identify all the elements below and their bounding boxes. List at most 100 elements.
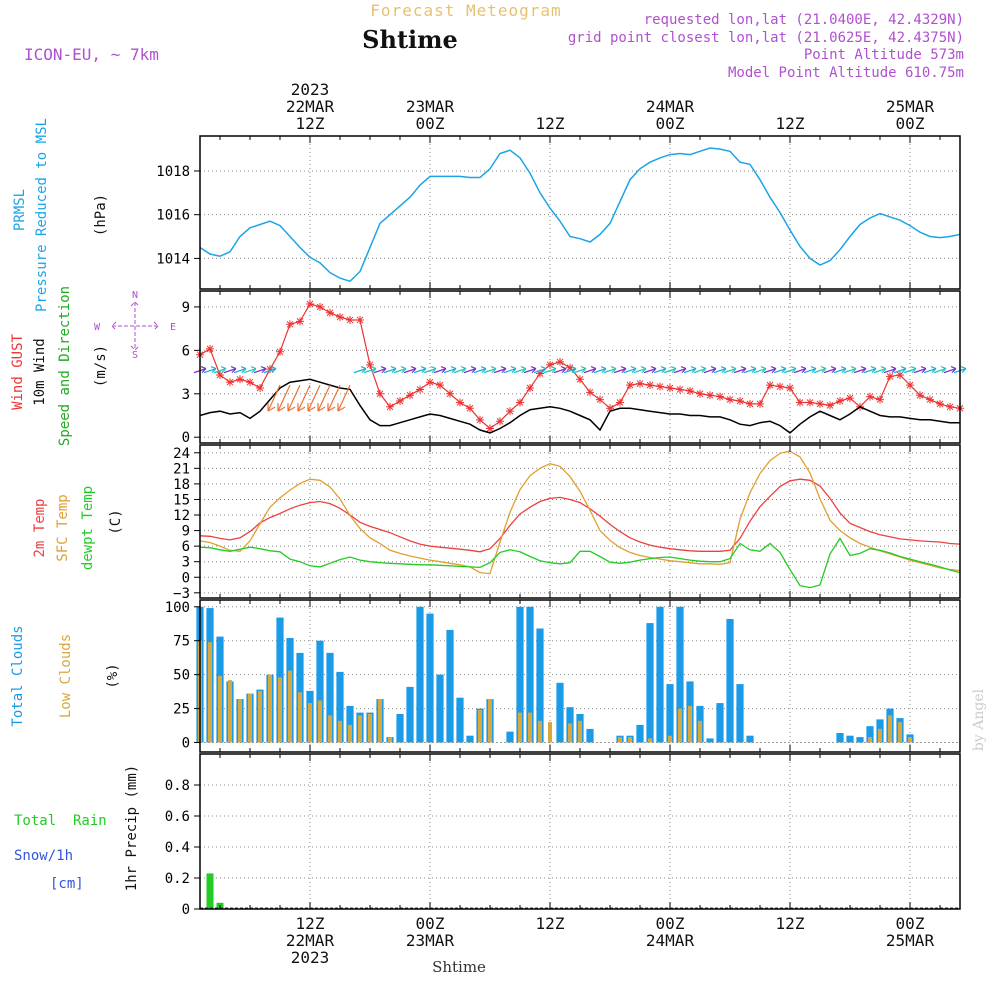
wind-arrow-icon: [307, 384, 321, 412]
ytick-label: 0.8: [165, 778, 190, 794]
point-altitude: Point Altitude 573m: [804, 47, 964, 63]
top-time-label: 23MAR: [406, 97, 455, 116]
wind-arrow-icon: [693, 366, 707, 374]
low-cloud-bar: [348, 724, 352, 743]
gust-marker: [866, 392, 874, 401]
celsius-unit-label: (C): [108, 509, 124, 534]
bottom-time-label: 00Z: [656, 914, 685, 933]
bottom-time-label: 12Z: [296, 914, 325, 933]
total-cloud-bar: [846, 735, 854, 743]
prmsl-label: PRMSL: [12, 189, 28, 231]
wind-arrow-icon: [353, 366, 367, 374]
total-cloud-bar: [396, 714, 404, 743]
low-cloud-bar: [258, 690, 262, 743]
total-cloud-bar: [416, 606, 424, 743]
grid-layer: [200, 136, 960, 910]
wind-arrow-icon: [783, 366, 797, 374]
compass-e: E: [170, 322, 176, 333]
total-cloud-bar: [586, 728, 594, 743]
wind-arrow-icon: [583, 366, 597, 374]
compass-arrows-icon: [111, 301, 159, 351]
low-cloud-bar: [528, 712, 532, 743]
wind-arrow-icon: [327, 384, 341, 412]
wind-10m-label: 10m Wind: [32, 338, 48, 405]
wind-arrow-icon: [443, 366, 457, 374]
total-cloud-bar: [666, 684, 674, 743]
wind-arrow-icon: [853, 366, 867, 374]
ytick-label: 0.2: [165, 871, 190, 887]
top-time-label: 00Z: [896, 114, 925, 133]
gust-marker: [236, 375, 244, 384]
low-cloud-bar: [478, 709, 482, 743]
gust-marker: [216, 370, 224, 379]
gust-marker: [526, 383, 534, 392]
ytick-label: 3: [182, 555, 190, 571]
gust-marker: [886, 372, 894, 381]
t2m-label: 2m Temp: [32, 498, 48, 557]
wind-arrow-icon: [253, 366, 267, 374]
wind-arrow-icon: [843, 366, 857, 374]
wind-arrow-icon: [813, 366, 827, 374]
msl-pressure-label: Pressure Reduced to MSL: [34, 118, 50, 312]
total-cloud-bar: [346, 705, 354, 743]
ytick-label: 0: [182, 902, 190, 918]
gust-marker: [936, 399, 944, 408]
gust-marker: [306, 300, 314, 309]
gust-marker: [916, 391, 924, 400]
wind-arrow-icon: [803, 366, 817, 374]
gust-marker: [266, 365, 274, 374]
cloud-labels: Total Clouds Low Clouds (%): [10, 625, 121, 726]
gust-marker: [506, 407, 514, 416]
top-time-label: 22MAR: [286, 97, 335, 116]
percent-unit-label: (%): [105, 663, 121, 688]
gust-marker: [786, 383, 794, 392]
wind-arrow-icon: [553, 366, 567, 374]
gust-marker: [596, 395, 604, 404]
wind-arrow-icon: [543, 366, 557, 374]
low-cloud-bar: [618, 737, 622, 743]
total-cloud-bar: [836, 733, 844, 743]
total-cloud-bar: [746, 735, 754, 743]
wind-speed-dir-label: Speed and Direction: [57, 286, 73, 446]
total-cloud-bar: [446, 629, 454, 743]
low-cloud-bar: [268, 674, 272, 743]
low-cloud-bar: [218, 676, 222, 743]
wind-arrow-icon: [373, 366, 387, 374]
ytick-label: 12: [173, 508, 190, 524]
ytick-label: 1014: [156, 251, 190, 267]
wind-arrow-icon: [403, 366, 417, 374]
precip-labels: Total Rain Snow/1h [cm] 1hr Precip (mm): [14, 765, 140, 892]
gust-marker: [946, 402, 954, 411]
low-cloud-bar: [678, 708, 682, 743]
ytick-label: 0.6: [165, 809, 190, 825]
wind-arrow-icon: [203, 366, 217, 374]
dewpt-label: dewpt Temp: [80, 486, 96, 570]
total-cloud-bar: [316, 640, 324, 743]
precip-unit-label: 1hr Precip (mm): [124, 765, 140, 891]
gust-marker: [646, 381, 654, 390]
gust-marker: [256, 383, 264, 392]
gust-marker: [346, 315, 354, 324]
wind-arrow-icon: [337, 384, 351, 412]
wind-labels: Wind GUST 10m Wind Speed and Direction (…: [10, 286, 109, 446]
low-cloud-bar: [358, 715, 362, 743]
wind-arrow-icon: [573, 366, 587, 374]
gridpoint-coords: grid point closest lon,lat (21.0625E, 42…: [568, 30, 964, 46]
top-time-label: 00Z: [416, 114, 445, 133]
prmsl-line: [199, 147, 961, 283]
wind-arrow-icon: [393, 366, 407, 374]
gust-marker: [616, 398, 624, 407]
gust-marker: [586, 388, 594, 397]
wind-arrow-icon: [593, 366, 607, 374]
sfc-temp-line: [199, 450, 961, 575]
low-cloud-bar: [688, 705, 692, 743]
total-cloud-bar: [506, 731, 514, 743]
compass-w: W: [94, 322, 101, 333]
total-cloud-bar: [466, 735, 474, 743]
top-time-label: 24MAR: [646, 97, 695, 116]
total-cloud-bar: [426, 613, 434, 743]
bottom-time-label: 25MAR: [886, 931, 935, 950]
ytick-label: 0.4: [165, 840, 190, 856]
total-cloud-bar: [556, 682, 564, 743]
gust-marker: [246, 378, 254, 387]
